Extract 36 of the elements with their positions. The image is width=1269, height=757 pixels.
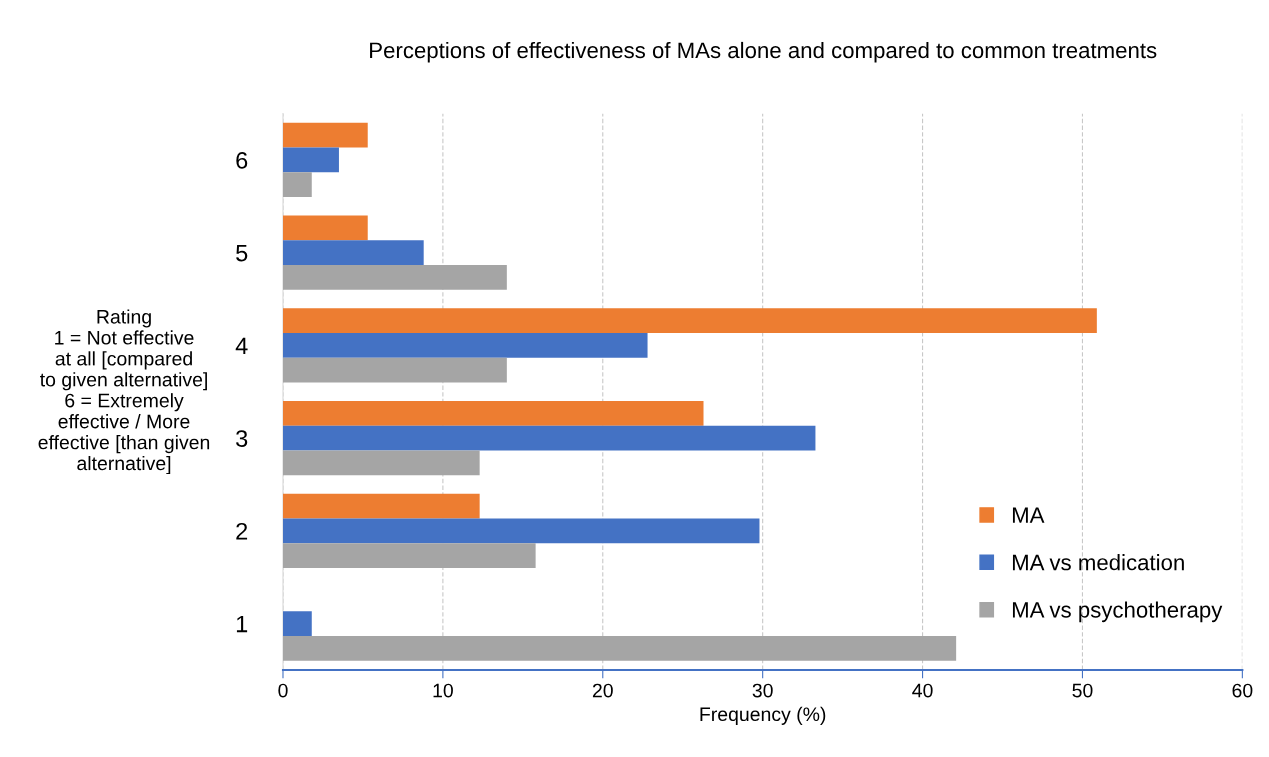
- bar: [282, 401, 704, 426]
- bar: [282, 240, 424, 266]
- bar: [282, 333, 648, 358]
- y-tick-label: 2: [236, 522, 248, 540]
- bar: [282, 265, 507, 290]
- bar: [282, 518, 760, 544]
- bar: [282, 611, 312, 636]
- x-tick-label: 0: [278, 683, 288, 698]
- x-axis-title: Frequency (%): [700, 706, 826, 725]
- legend-label: MA vs medication: [1012, 554, 1184, 571]
- legend-label: MA vs psychotherapy: [1012, 601, 1223, 623]
- y-tick-label: 3: [236, 430, 248, 447]
- y-axis-title: Rating 1 = Not effective at all [compared to given alternative] 6 = Extremely effective / More effective [than given alternative]: [38, 309, 210, 475]
- x-tick-label: 40: [912, 683, 933, 698]
- bar: [282, 635, 957, 661]
- bar: [282, 215, 368, 241]
- bar: [282, 357, 507, 383]
- x-tick-label: 30: [752, 683, 773, 698]
- y-tick-label: 4: [235, 337, 248, 354]
- x-tick-label: 20: [592, 683, 613, 698]
- x-tick-label: 50: [1072, 683, 1093, 698]
- chart-title: Perceptions of effectiveness of MAs alone and compared to common treatments: [370, 41, 1157, 63]
- y-tick-label: 6: [236, 151, 248, 169]
- bar: [282, 147, 339, 173]
- legend-label: MA: [1012, 507, 1045, 523]
- bar: [282, 308, 1097, 334]
- bar: [282, 543, 536, 568]
- y-tick-label: 1: [236, 615, 248, 633]
- x-tick-label: 60: [1232, 683, 1253, 698]
- bar: [282, 450, 480, 476]
- bar: [282, 493, 480, 519]
- y-tick-label: 5: [236, 244, 248, 262]
- bar: [282, 122, 368, 148]
- bar: [282, 425, 816, 451]
- bar: [282, 172, 312, 198]
- x-tick-label: 10: [433, 683, 453, 698]
